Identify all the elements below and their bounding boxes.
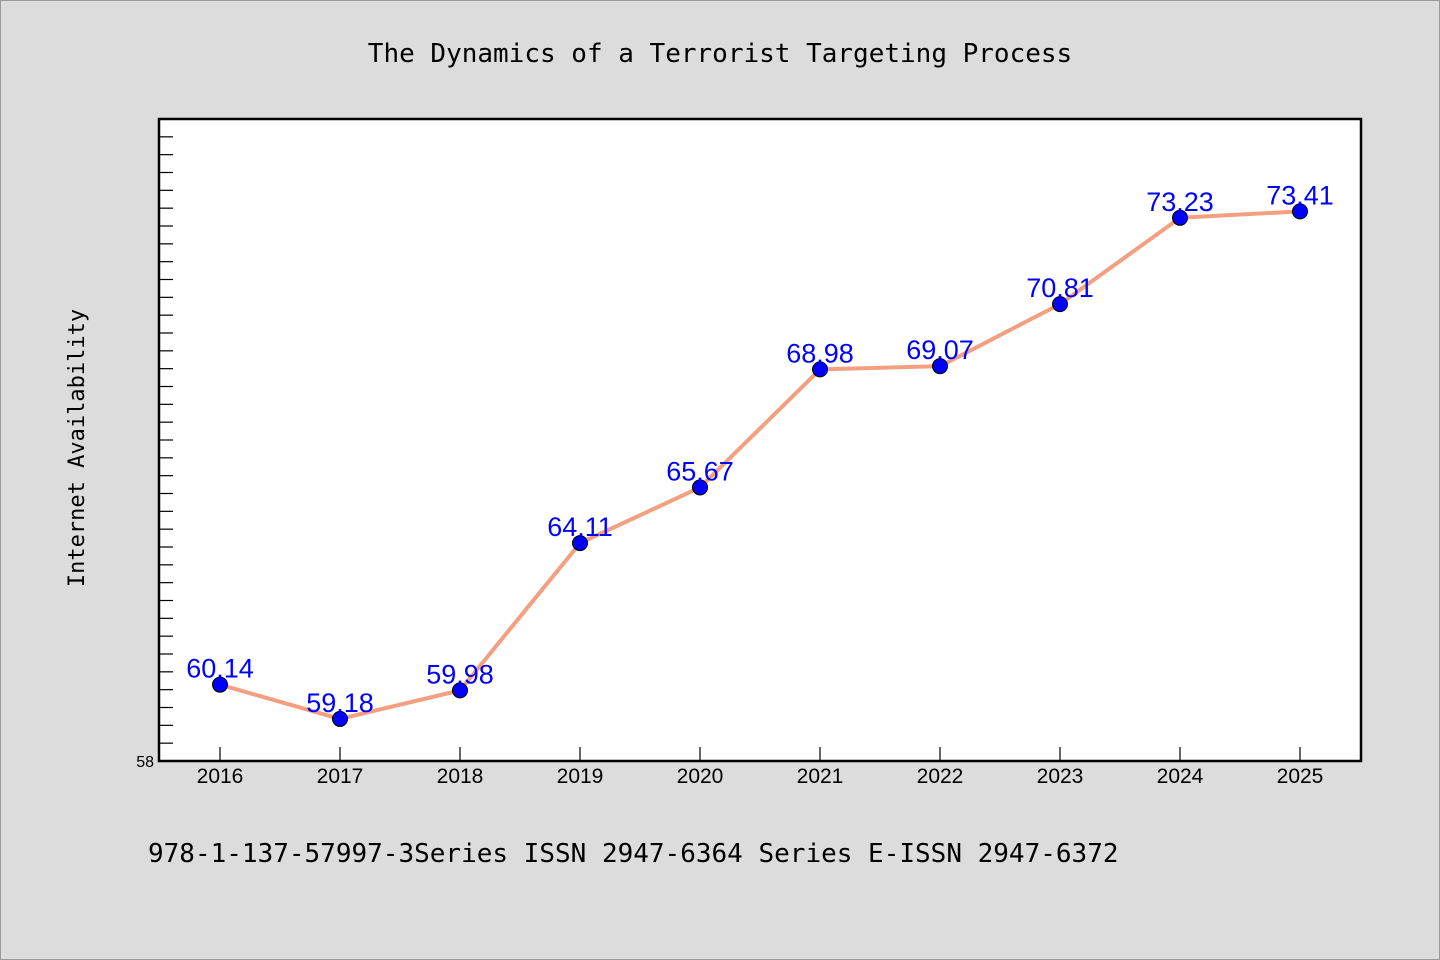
series-line xyxy=(219,209,1301,721)
data-point xyxy=(1292,203,1308,220)
data-point xyxy=(212,676,228,693)
y-axis-label: Internet Availability xyxy=(65,309,90,587)
x-tick-label: 2020 xyxy=(677,765,724,788)
data-label: 69.07 xyxy=(906,335,974,365)
data-point xyxy=(332,710,348,727)
y-axis-ticks: 58 xyxy=(136,136,173,771)
x-tick-label: 2019 xyxy=(557,765,604,788)
data-point xyxy=(572,535,588,552)
data-label: 68.98 xyxy=(786,338,854,368)
caption-text: 978-1-137-57997-3Series ISSN 2947-6364 S… xyxy=(148,839,1119,869)
x-tick-label: 2022 xyxy=(917,765,964,788)
chart-title: The Dynamics of a Terrorist Targeting Pr… xyxy=(368,39,1072,69)
data-point xyxy=(1052,296,1068,313)
x-tick-label: 2016 xyxy=(197,765,244,788)
x-tick-label: 2025 xyxy=(1277,765,1324,788)
data-point xyxy=(932,358,948,375)
data-label: 64.11 xyxy=(547,512,613,542)
x-tick-label: 2021 xyxy=(797,765,844,788)
data-point xyxy=(1172,209,1188,226)
y-tick-label: 58 xyxy=(136,754,154,771)
data-label: 59.98 xyxy=(426,659,494,689)
x-tick-label: 2017 xyxy=(317,765,364,788)
data-point xyxy=(692,479,708,496)
data-label: 70.81 xyxy=(1026,273,1094,303)
data-label: 59.18 xyxy=(306,688,374,718)
x-axis-ticks: 2016 2017 2018 2019 2020 2021 2022 2023 2024 2025 xyxy=(197,747,1324,788)
plot-area xyxy=(157,117,1363,763)
data-point xyxy=(812,361,828,378)
data-point xyxy=(452,682,468,699)
data-label: 60.14 xyxy=(186,654,254,684)
series-group: 60.14 59.18 59.98 64.11 65.67 68.98 69.07 70.81… xyxy=(186,180,1334,727)
data-label: 73.23 xyxy=(1146,187,1214,217)
x-tick-label: 2023 xyxy=(1037,765,1084,788)
data-label: 73.41 xyxy=(1266,180,1334,210)
x-tick-label: 2024 xyxy=(1157,765,1204,788)
data-label: 65.67 xyxy=(666,456,734,486)
x-tick-label: 2018 xyxy=(437,765,484,788)
